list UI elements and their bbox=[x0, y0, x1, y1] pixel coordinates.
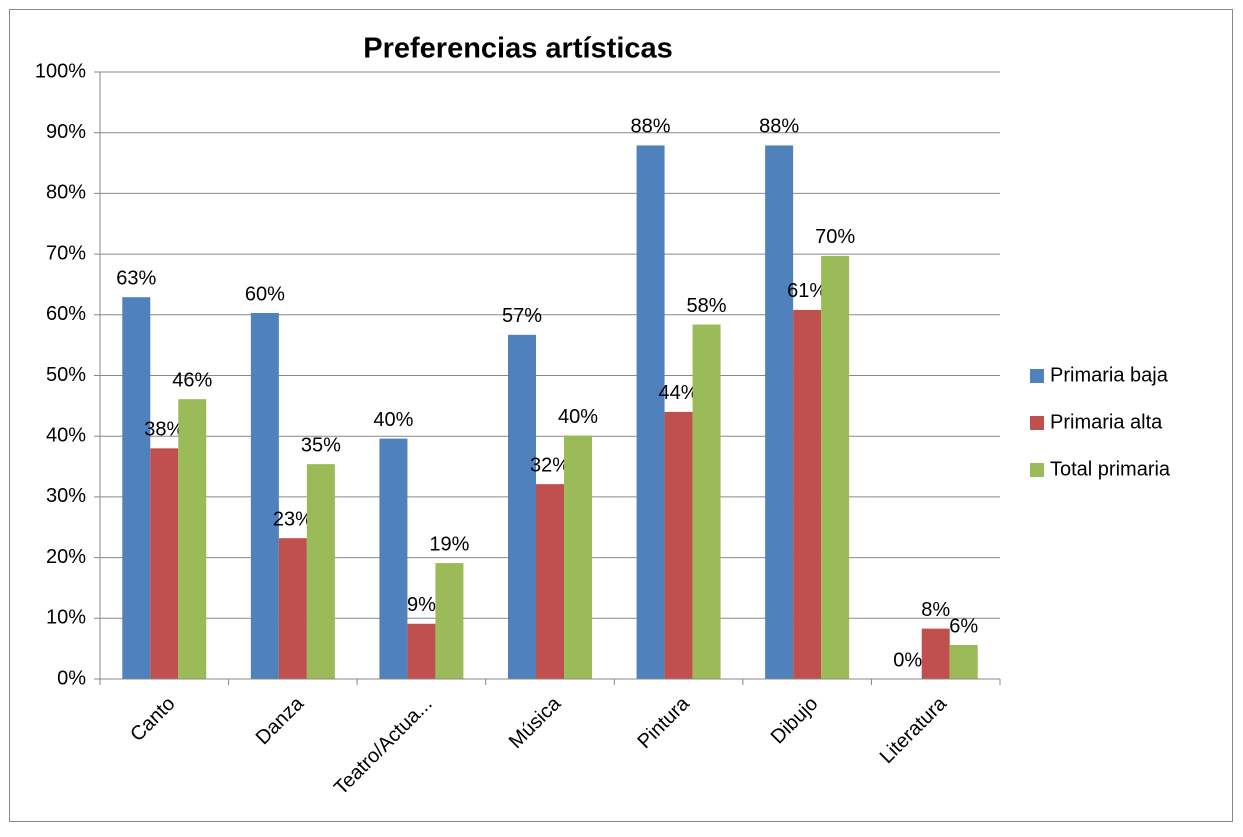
bar bbox=[949, 645, 978, 679]
y-tick-label: 40% bbox=[46, 424, 86, 446]
legend-label: Total primaria bbox=[1050, 458, 1171, 480]
legend-label: Primaria baja bbox=[1050, 364, 1169, 386]
y-tick-label: 80% bbox=[46, 182, 86, 204]
data-label: 60% bbox=[245, 283, 285, 305]
data-label: 38% bbox=[144, 419, 184, 441]
bar bbox=[150, 448, 179, 679]
bar bbox=[407, 623, 436, 679]
bar bbox=[508, 334, 536, 679]
y-tick-label: 90% bbox=[46, 121, 86, 143]
data-label: 23% bbox=[273, 508, 313, 530]
bar bbox=[250, 312, 279, 679]
bar bbox=[278, 538, 307, 679]
chart-title: Preferencias artísticas bbox=[363, 33, 673, 65]
bar bbox=[921, 628, 950, 679]
bar bbox=[692, 324, 721, 679]
y-tick-label: 10% bbox=[46, 607, 86, 629]
data-label: 32% bbox=[530, 454, 570, 476]
data-label: 57% bbox=[502, 305, 542, 327]
y-tick-label: 100% bbox=[35, 60, 86, 82]
data-label: 8% bbox=[921, 599, 950, 621]
data-label: 70% bbox=[815, 226, 855, 248]
data-label: 58% bbox=[687, 295, 727, 317]
data-label: 63% bbox=[116, 267, 156, 289]
y-tick-label: 60% bbox=[46, 303, 86, 325]
bar bbox=[306, 464, 335, 679]
y-tick-label: 50% bbox=[46, 364, 86, 386]
y-tick-label: 30% bbox=[46, 485, 86, 507]
bar bbox=[636, 145, 665, 679]
data-label: 40% bbox=[373, 409, 413, 431]
bar bbox=[178, 399, 207, 679]
data-label: 19% bbox=[429, 533, 469, 555]
legend-swatch bbox=[1030, 463, 1044, 477]
chart-border bbox=[9, 9, 1233, 822]
y-tick-label: 70% bbox=[46, 242, 86, 264]
legend-label: Primaria alta bbox=[1050, 411, 1163, 433]
bar bbox=[122, 297, 151, 679]
legend-swatch bbox=[1030, 369, 1044, 383]
data-label: 0% bbox=[893, 649, 922, 671]
bar bbox=[793, 309, 822, 679]
data-label: 61% bbox=[787, 280, 827, 302]
data-label: 35% bbox=[301, 434, 341, 456]
data-label: 88% bbox=[631, 116, 671, 138]
bar bbox=[821, 255, 850, 679]
legend-swatch bbox=[1030, 416, 1044, 430]
data-label: 9% bbox=[407, 594, 436, 616]
bar bbox=[765, 145, 794, 679]
y-tick-label: 20% bbox=[46, 546, 86, 568]
data-label: 40% bbox=[558, 406, 598, 428]
bar bbox=[435, 563, 464, 679]
bar bbox=[379, 438, 408, 679]
data-label: 6% bbox=[949, 615, 978, 637]
bar bbox=[664, 411, 693, 679]
bar bbox=[564, 435, 592, 679]
data-label: 44% bbox=[659, 382, 699, 404]
data-label: 88% bbox=[759, 116, 799, 138]
y-tick-label: 0% bbox=[57, 667, 86, 689]
data-label: 46% bbox=[172, 369, 212, 391]
bar bbox=[536, 484, 564, 679]
